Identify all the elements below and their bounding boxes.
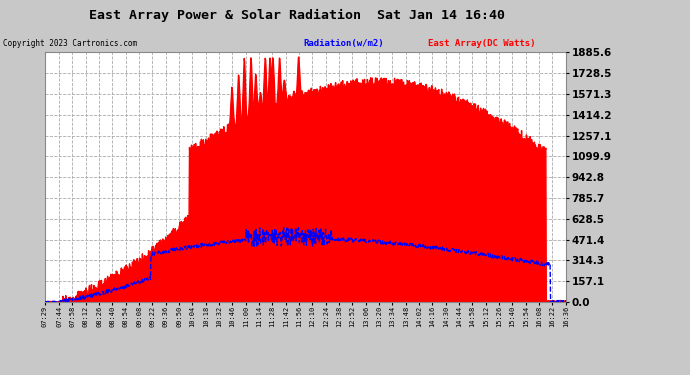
Text: Copyright 2023 Cartronics.com: Copyright 2023 Cartronics.com (3, 39, 137, 48)
Text: East Array Power & Solar Radiation  Sat Jan 14 16:40: East Array Power & Solar Radiation Sat J… (89, 9, 504, 22)
Text: Radiation(w/m2): Radiation(w/m2) (304, 39, 384, 48)
Text: East Array(DC Watts): East Array(DC Watts) (428, 39, 535, 48)
